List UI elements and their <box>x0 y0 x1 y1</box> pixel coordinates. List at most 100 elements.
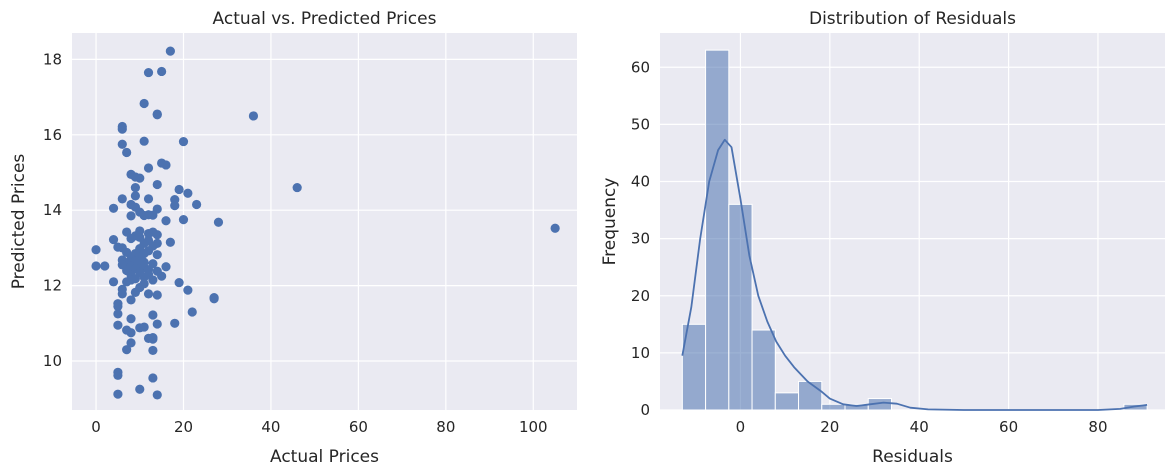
scatter-point <box>170 201 180 211</box>
histogram-bar <box>798 380 823 411</box>
histogram-bar <box>728 203 753 411</box>
y-axis-label: Predicted Prices <box>9 154 29 290</box>
scatter-point <box>157 66 167 77</box>
scatter-point <box>143 228 154 239</box>
scatter-point <box>117 194 127 204</box>
x-tick-label: 60 <box>349 418 368 436</box>
histogram-bar <box>705 49 730 411</box>
scatter-point <box>91 245 101 255</box>
x-tick-label: 40 <box>910 418 929 436</box>
x-axis-label: Residuals <box>872 447 953 467</box>
y-tick-label: 0 <box>640 401 650 419</box>
kde-line <box>681 138 1148 411</box>
scatter-point <box>143 194 154 204</box>
scatter-point <box>550 223 560 233</box>
y-tick-label: 50 <box>631 115 650 133</box>
scatter-point <box>183 285 193 295</box>
scatter-point <box>152 290 162 300</box>
y-tick-label: 18 <box>43 50 62 68</box>
scatter-point <box>192 199 202 210</box>
scatter-point <box>152 110 162 120</box>
scatter-point <box>143 67 154 78</box>
scatter-point <box>209 294 219 304</box>
x-tick-label: 100 <box>519 418 548 436</box>
scatter-point <box>130 182 140 193</box>
scatter-point <box>161 160 171 170</box>
scatter-point <box>187 307 197 317</box>
scatter-point <box>170 318 180 328</box>
x-tick-label: 40 <box>261 418 280 436</box>
chart-title: Actual vs. Predicted Prices <box>213 9 437 29</box>
scatter-point <box>183 188 193 198</box>
x-tick-label: 0 <box>736 418 746 436</box>
x-tick-label: 80 <box>1088 418 1107 436</box>
scatter-point <box>148 345 158 356</box>
x-tick-label: 0 <box>91 418 101 436</box>
scatter-point <box>143 163 154 173</box>
grid <box>72 33 577 410</box>
scatter-point <box>292 182 302 193</box>
scatter-point <box>130 287 140 297</box>
scatter-point <box>178 136 189 147</box>
scatter-point <box>126 295 136 305</box>
y-tick-label: 12 <box>43 277 62 295</box>
scatter-point <box>148 275 158 285</box>
scatter-point <box>108 277 119 287</box>
x-tick-label: 20 <box>820 418 839 436</box>
scatter-point <box>148 373 158 383</box>
x-tick-labels: 0 20 40 60 80 100 <box>91 418 547 436</box>
scatter-points <box>91 46 560 400</box>
chart-title: Distribution of Residuals <box>809 9 1016 29</box>
scatter-point <box>126 314 136 324</box>
y-tick-labels: 10 12 14 16 18 <box>43 50 62 370</box>
scatter-point <box>126 233 136 244</box>
scatter-point <box>113 301 123 311</box>
x-tick-label: 60 <box>999 418 1018 436</box>
scatter-point <box>152 250 162 260</box>
scatter-point <box>126 328 136 338</box>
y-tick-labels: 0 10 20 30 40 50 60 <box>631 58 650 419</box>
y-tick-label: 20 <box>631 287 650 305</box>
scatter-panel: 0 20 40 60 80 100 10 12 14 16 18 Actual vs. Predi… <box>9 9 577 467</box>
scatter-point <box>139 98 149 109</box>
scatter-point <box>213 217 224 227</box>
scatter-point <box>117 139 127 149</box>
scatter-point <box>152 179 162 190</box>
scatter-point <box>139 210 149 221</box>
y-tick-label: 14 <box>43 201 62 219</box>
scatter-point <box>126 211 136 221</box>
y-axis-label: Frequency <box>600 178 620 266</box>
scatter-point <box>113 389 123 399</box>
scatter-point <box>174 184 184 195</box>
scatter-point <box>148 210 158 220</box>
scatter-point <box>117 289 127 299</box>
histogram-bars <box>681 49 1148 411</box>
scatter-point <box>122 227 132 237</box>
scatter-point <box>165 46 175 56</box>
scatter-point <box>122 147 132 158</box>
scatter-point <box>108 234 119 245</box>
scatter-point <box>139 136 149 146</box>
scatter-point <box>248 111 259 121</box>
y-tick-label: 16 <box>43 126 62 144</box>
scatter-point <box>117 124 127 134</box>
scatter-point <box>126 338 136 348</box>
scatter-point <box>122 277 132 287</box>
histogram-bar <box>821 403 846 411</box>
scatter-point <box>113 370 123 380</box>
histogram-panel: 0 20 40 60 80 0 10 20 30 40 50 60 Distribution of … <box>600 9 1165 467</box>
y-tick-label: 60 <box>631 58 650 76</box>
scatter-point <box>113 309 123 319</box>
scatter-point <box>161 262 171 272</box>
scatter-point <box>122 345 132 355</box>
plot-area <box>72 33 577 410</box>
scatter-point <box>148 310 158 320</box>
scatter-point <box>135 173 145 183</box>
y-tick-label: 40 <box>631 173 650 191</box>
scatter-point <box>108 203 119 213</box>
scatter-point <box>152 319 162 329</box>
kde-curve <box>681 138 1148 411</box>
scatter-point <box>152 390 162 400</box>
scatter-point <box>130 191 140 201</box>
